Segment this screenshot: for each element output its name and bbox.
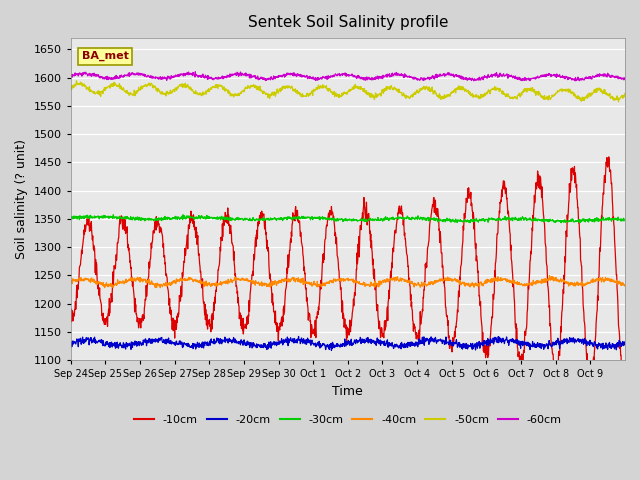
Line: -50cm: -50cm <box>70 81 625 102</box>
-20cm <box>295 334 303 339</box>
-60cm <box>560 74 568 80</box>
-40cm <box>621 282 629 288</box>
Y-axis label: Soil salinity (? unit): Soil salinity (? unit) <box>15 139 28 259</box>
-20cm <box>154 339 161 345</box>
-20cm <box>561 339 568 345</box>
-50cm <box>333 93 341 98</box>
-50cm <box>154 88 161 94</box>
-20cm <box>621 339 629 345</box>
-30cm <box>479 216 486 222</box>
-60cm <box>572 78 579 84</box>
-10cm <box>605 154 612 160</box>
-40cm <box>561 278 568 284</box>
-50cm <box>621 92 629 97</box>
-20cm <box>67 339 74 345</box>
-10cm <box>67 316 74 322</box>
Line: -10cm: -10cm <box>70 157 625 400</box>
-60cm <box>323 76 331 82</box>
-50cm <box>614 99 622 105</box>
-40cm <box>546 273 554 278</box>
-40cm <box>614 281 622 287</box>
-10cm <box>614 311 622 317</box>
-40cm <box>67 280 74 286</box>
-10cm <box>323 222 331 228</box>
-30cm <box>561 218 568 224</box>
-40cm <box>479 281 486 287</box>
-40cm <box>154 280 161 286</box>
-40cm <box>333 277 341 283</box>
-50cm <box>67 87 74 93</box>
-60cm <box>154 75 161 81</box>
-30cm <box>333 216 341 222</box>
Legend: -10cm, -20cm, -30cm, -40cm, -50cm, -60cm: -10cm, -20cm, -30cm, -40cm, -50cm, -60cm <box>129 410 566 430</box>
-40cm <box>323 279 331 285</box>
-30cm <box>621 218 629 224</box>
-10cm <box>560 290 568 296</box>
-60cm <box>479 75 486 81</box>
-20cm <box>328 348 335 353</box>
Line: -60cm: -60cm <box>70 72 625 81</box>
-60cm <box>333 72 341 78</box>
-10cm <box>333 253 341 259</box>
X-axis label: Time: Time <box>332 384 364 397</box>
-60cm <box>614 75 622 81</box>
-50cm <box>560 87 568 93</box>
-30cm <box>179 212 187 217</box>
-20cm <box>323 343 331 349</box>
-30cm <box>67 216 74 222</box>
-30cm <box>154 216 161 222</box>
-60cm <box>621 75 629 81</box>
Line: -20cm: -20cm <box>70 336 625 350</box>
-50cm <box>323 86 331 92</box>
-60cm <box>67 74 74 80</box>
Line: -30cm: -30cm <box>70 215 625 223</box>
-30cm <box>323 216 331 222</box>
-20cm <box>334 341 342 347</box>
Line: -40cm: -40cm <box>70 276 625 288</box>
-30cm <box>614 217 622 223</box>
-50cm <box>73 78 81 84</box>
-20cm <box>614 342 622 348</box>
Title: Sentek Soil Salinity profile: Sentek Soil Salinity profile <box>248 15 448 30</box>
-10cm <box>620 397 628 403</box>
-50cm <box>479 94 486 100</box>
Text: BA_met: BA_met <box>82 51 129 61</box>
-20cm <box>479 343 487 349</box>
-40cm <box>156 285 164 290</box>
-30cm <box>557 220 565 226</box>
-10cm <box>479 339 486 345</box>
-60cm <box>191 69 199 75</box>
-10cm <box>154 219 161 225</box>
-50cm <box>614 96 622 101</box>
-10cm <box>621 395 629 400</box>
